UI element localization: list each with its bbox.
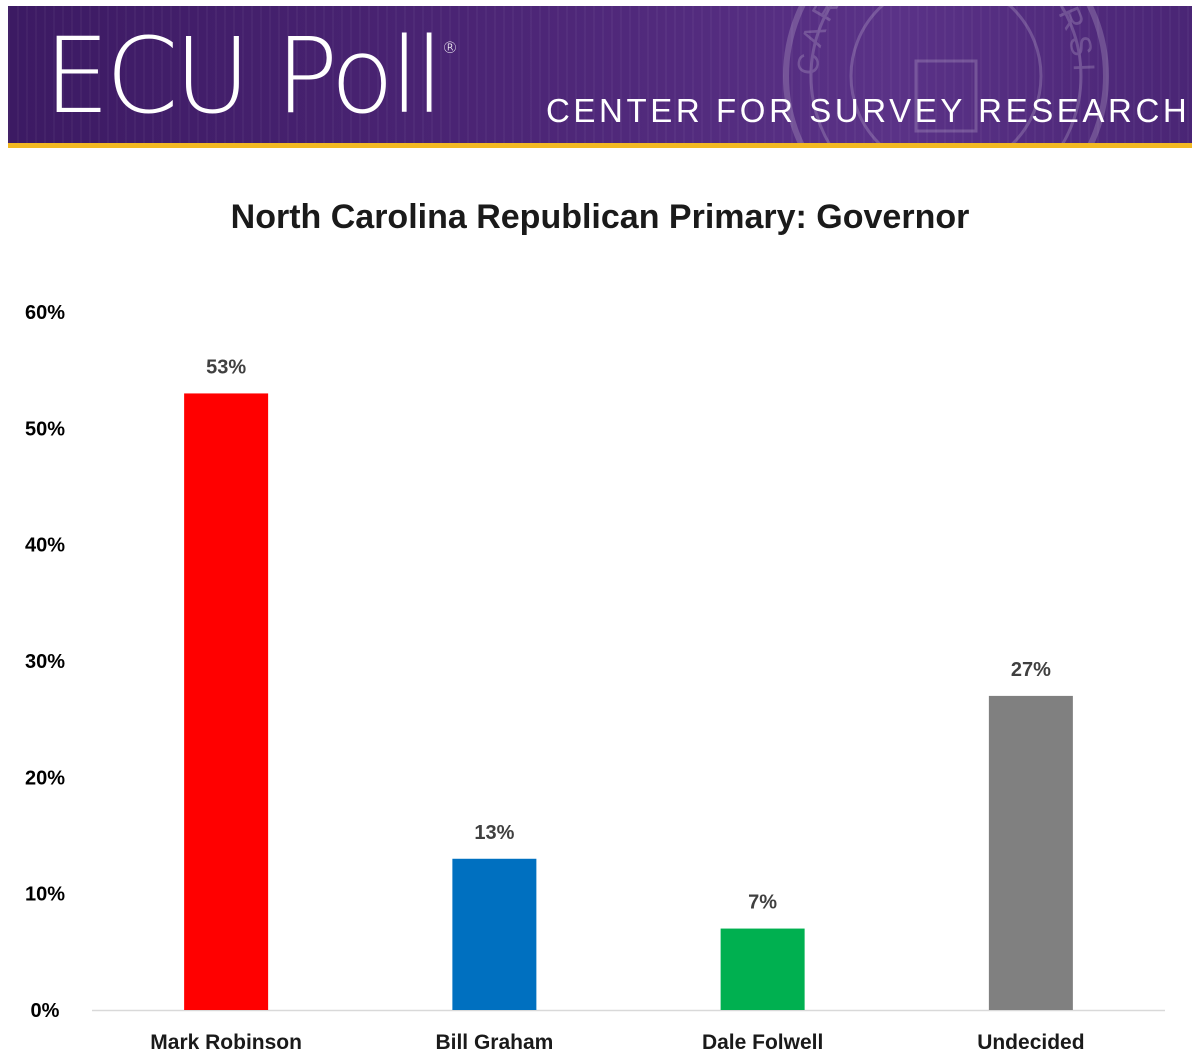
header-banner: CAROLINA UNIVERSITY ECU Poll® CENTER FOR… (8, 6, 1192, 146)
y-tick-label: 0% (31, 1000, 60, 1022)
bar (988, 695, 1073, 1010)
data-label: 27% (1011, 659, 1051, 681)
banner-texture (8, 6, 1192, 146)
y-tick-label: 20% (25, 767, 65, 789)
chart-title: North Carolina Republican Primary: Gover… (230, 198, 970, 236)
category-label: Mark Robinson (150, 1031, 302, 1054)
y-tick-label: 40% (25, 535, 65, 557)
bar (184, 393, 269, 1010)
category-label: Bill Graham (435, 1031, 553, 1054)
data-label: 13% (474, 822, 514, 844)
logo-text: ECU Poll (44, 15, 444, 137)
y-tick-label: 30% (25, 651, 65, 673)
registered-mark: ® (441, 38, 458, 57)
category-label: Dale Folwell (702, 1031, 823, 1054)
y-tick-label: 50% (25, 418, 65, 440)
data-label: 7% (748, 892, 777, 914)
data-label: 53% (206, 356, 246, 378)
y-tick-label: 60% (25, 302, 65, 324)
university-seal-icon: CAROLINA UNIVERSITY (756, 6, 1109, 146)
ecu-poll-logo: ECU Poll ® (44, 24, 458, 128)
y-tick-label: 10% (25, 884, 65, 906)
bar (452, 858, 537, 1010)
header-tagline: CENTER FOR SURVEY RESEARCH (546, 92, 1191, 129)
category-label: Undecided (977, 1031, 1084, 1054)
bar (720, 928, 805, 1010)
header-accent-rule (8, 143, 1192, 148)
